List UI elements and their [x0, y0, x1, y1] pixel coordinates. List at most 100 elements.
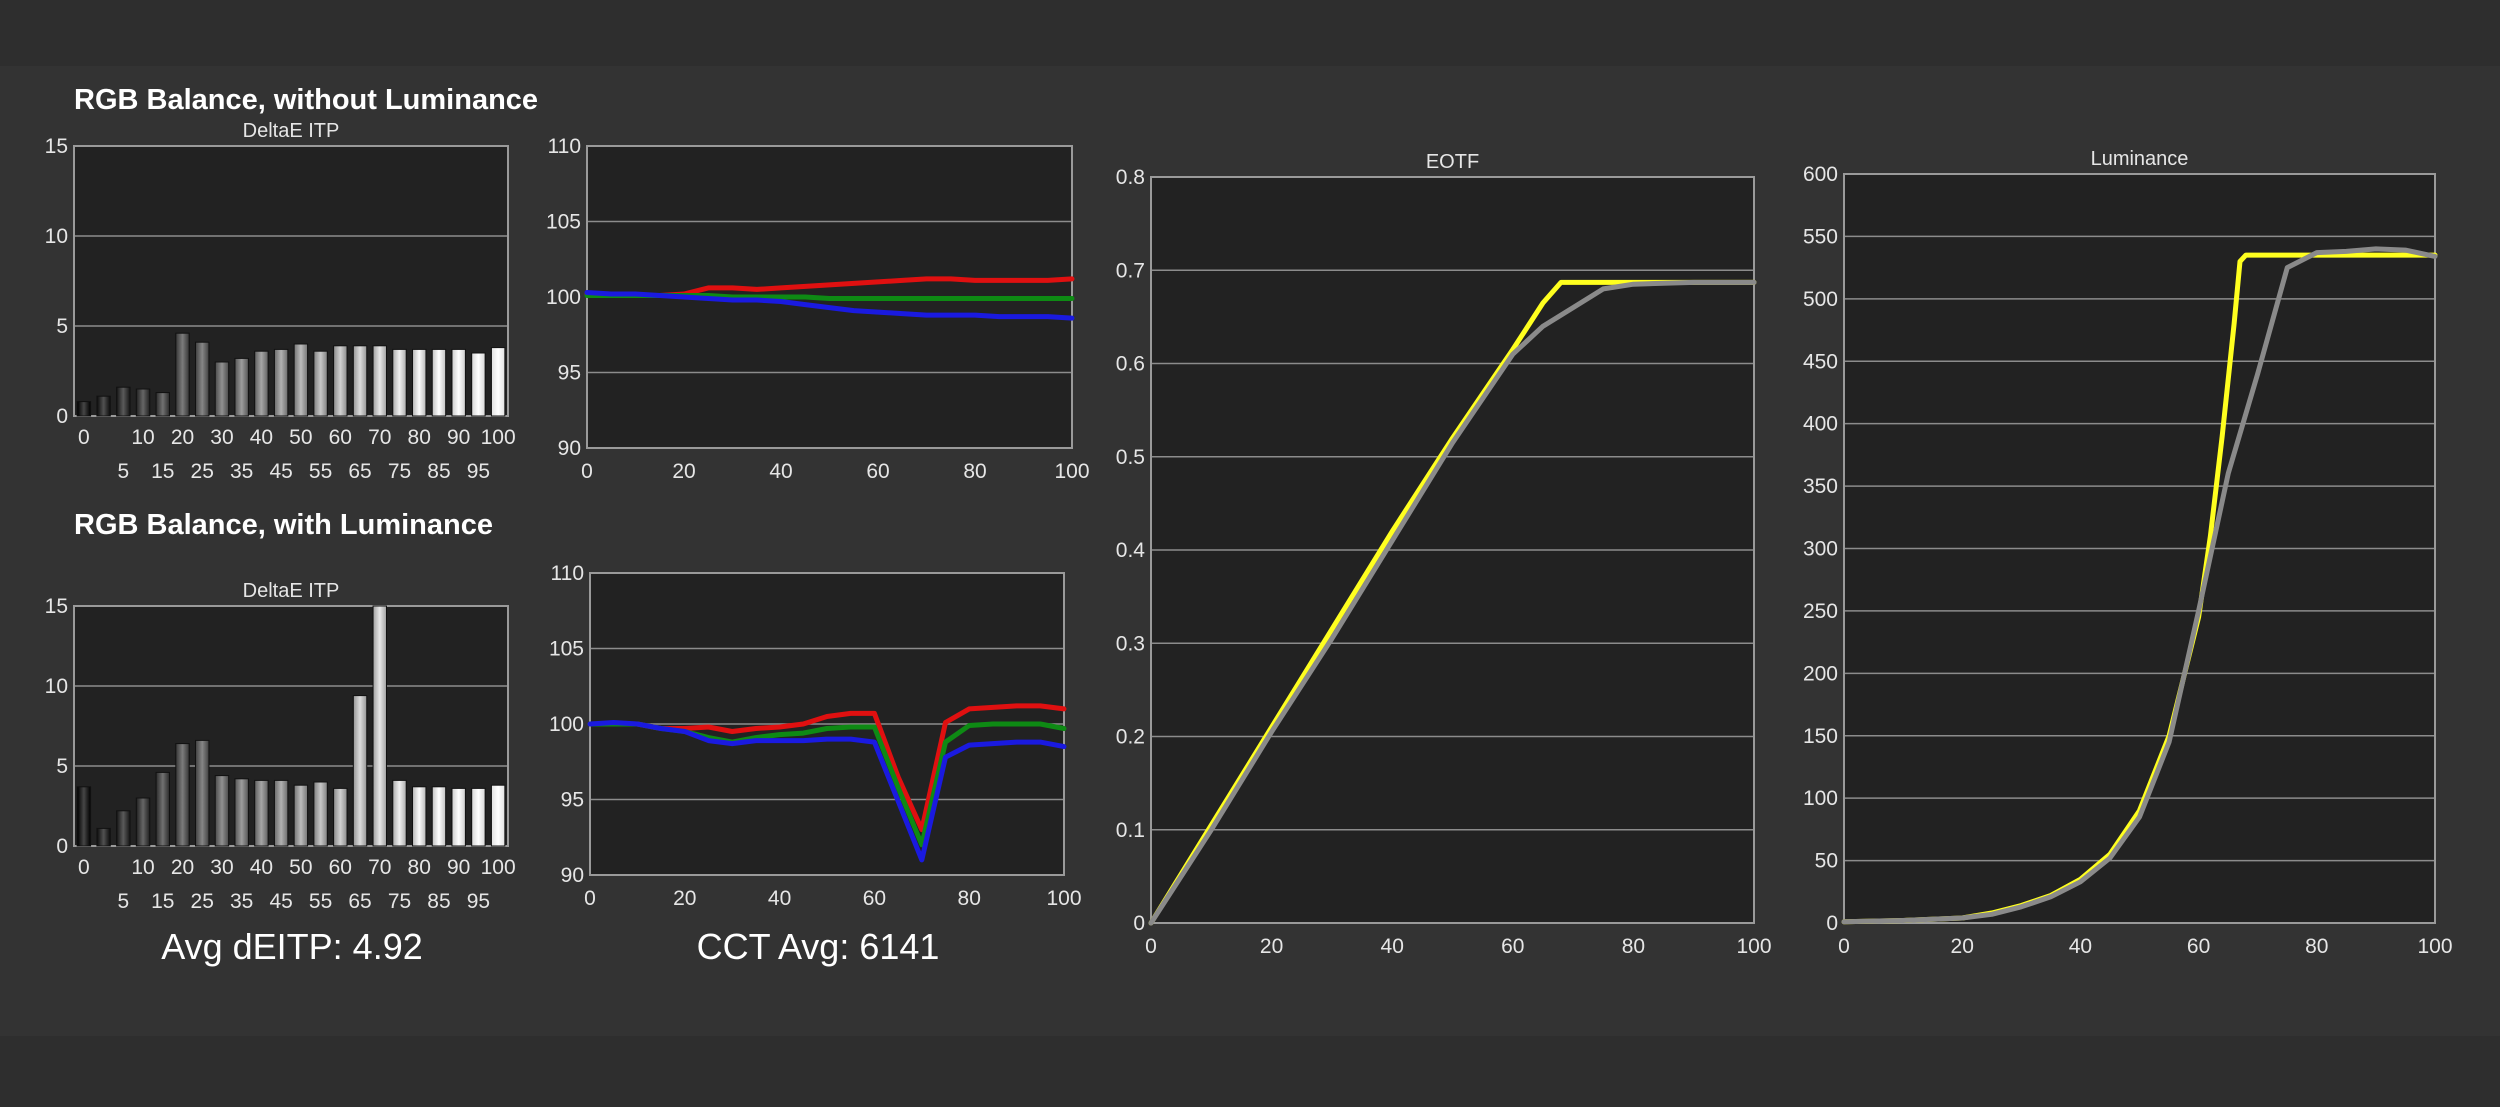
y-tick-label: 0.5 [1116, 446, 1145, 469]
y-tick-label: 15 [45, 595, 68, 618]
x-tick-label: 75 [388, 460, 411, 483]
x-tick-label: 65 [348, 890, 371, 913]
x-tick-label: 90 [447, 856, 470, 879]
x-tick-label: 70 [368, 856, 391, 879]
x-tick-label: 85 [427, 460, 450, 483]
x-tick-label: 10 [131, 856, 154, 879]
x-tick-label: 50 [289, 856, 312, 879]
y-tick-label: 150 [1803, 725, 1838, 748]
y-tick-label: 450 [1803, 350, 1838, 373]
chart-title: DeltaE ITP [243, 580, 340, 602]
x-tick-label: 100 [2417, 935, 2452, 958]
x-tick-label: 0 [1838, 935, 1850, 958]
y-tick-label: 100 [546, 286, 581, 309]
deltae-bar [372, 345, 387, 417]
deltae-bar [392, 779, 407, 847]
x-tick-label: 20 [672, 460, 695, 483]
deltae-bar [254, 779, 269, 847]
deltae-bar [431, 786, 447, 847]
x-tick-label: 95 [467, 460, 490, 483]
deltae-bar [195, 739, 210, 847]
blue-series-line [587, 720, 1067, 863]
x-tick-label: 40 [769, 460, 792, 483]
x-tick-label: 90 [447, 426, 470, 449]
y-tick-label: 0 [1133, 912, 1145, 935]
measured-series-line [1841, 246, 2438, 925]
deltae-bar [372, 605, 387, 847]
plot-border [1843, 173, 2436, 924]
deltae-bar [471, 787, 486, 847]
y-tick-label: 0.6 [1116, 353, 1145, 376]
x-tick-label: 30 [210, 856, 233, 879]
deltae-bar [234, 357, 249, 417]
y-tick-label: 105 [549, 638, 584, 661]
x-tick-label: 0 [584, 887, 596, 910]
deltae-bar [490, 347, 506, 417]
y-tick-label: 5 [56, 755, 68, 778]
deltae-bar [96, 395, 111, 417]
deltae-bar [431, 348, 447, 417]
y-tick-label: 5 [56, 315, 68, 338]
deltae-bar [333, 787, 348, 847]
plot-border [73, 145, 509, 417]
deltae-bar [76, 401, 92, 417]
deltae-bar [135, 797, 151, 847]
x-tick-label: 100 [481, 426, 516, 449]
deltae-bar [293, 784, 309, 847]
x-tick-label: 20 [171, 426, 194, 449]
x-tick-label: 55 [309, 460, 332, 483]
luminance-chart: 050100150200250300350400450500550600Lumi… [1803, 148, 2453, 958]
eotf-chart: 0 0.1 0.2 0.3 0.4 0.5 0.6 0.7 0.8 EOTF 0 20 40 60 80 10… [1116, 151, 1772, 958]
deltae-bar [352, 695, 368, 847]
deltae-bar [175, 743, 190, 847]
deltae-bar [254, 350, 269, 417]
chart-title: Luminance [2091, 148, 2189, 170]
x-tick-label: 45 [269, 460, 292, 483]
deltae-bar [490, 784, 506, 847]
y-tick-label: 250 [1803, 600, 1838, 623]
y-tick-label: 0.7 [1116, 259, 1145, 282]
deltae-bar [313, 781, 328, 847]
x-tick-label: 50 [289, 426, 312, 449]
y-tick-label: 100 [1803, 787, 1838, 810]
x-tick-label: 100 [481, 856, 516, 879]
x-tick-label: 65 [348, 460, 371, 483]
y-tick-label: 10 [45, 675, 68, 698]
y-tick-label: 0.3 [1116, 632, 1145, 655]
x-tick-label: 85 [427, 890, 450, 913]
plot-border [1150, 176, 1755, 924]
y-tick-label: 0 [56, 405, 68, 428]
y-tick-label: 10 [45, 225, 68, 248]
deltae-bar [195, 341, 210, 417]
deltae-bar [234, 778, 249, 847]
y-tick-label: 0.2 [1116, 726, 1145, 749]
deltae-bar [116, 810, 131, 847]
plot-border [73, 605, 509, 847]
x-tick-label: 15 [151, 890, 174, 913]
y-tick-label: 110 [548, 135, 581, 158]
deltae-bar [214, 775, 230, 847]
deltae-bar [412, 786, 427, 847]
deltae-bar [175, 332, 190, 417]
y-tick-label: 0 [56, 835, 68, 858]
deltae-bar [451, 787, 466, 847]
y-tick-label: 95 [561, 789, 584, 812]
y-tick-label: 95 [558, 362, 581, 385]
x-tick-label: 15 [151, 460, 174, 483]
deltae-bar [293, 343, 309, 417]
x-tick-label: 100 [1046, 887, 1081, 910]
x-tick-label: 20 [171, 856, 194, 879]
deltae-bar [155, 771, 170, 847]
x-tick-label: 35 [230, 890, 253, 913]
x-tick-label: 25 [191, 460, 214, 483]
x-tick-label: 60 [863, 887, 886, 910]
y-tick-label: 200 [1803, 662, 1838, 685]
deltae-bar [273, 348, 289, 417]
x-tick-label: 80 [1622, 935, 1645, 958]
deltae-bar [96, 827, 111, 847]
deltae-bar [451, 348, 466, 417]
deltae-bar [116, 386, 131, 417]
x-tick-label: 35 [230, 460, 253, 483]
y-tick-label: 105 [546, 211, 581, 234]
x-tick-label: 0 [78, 856, 90, 879]
